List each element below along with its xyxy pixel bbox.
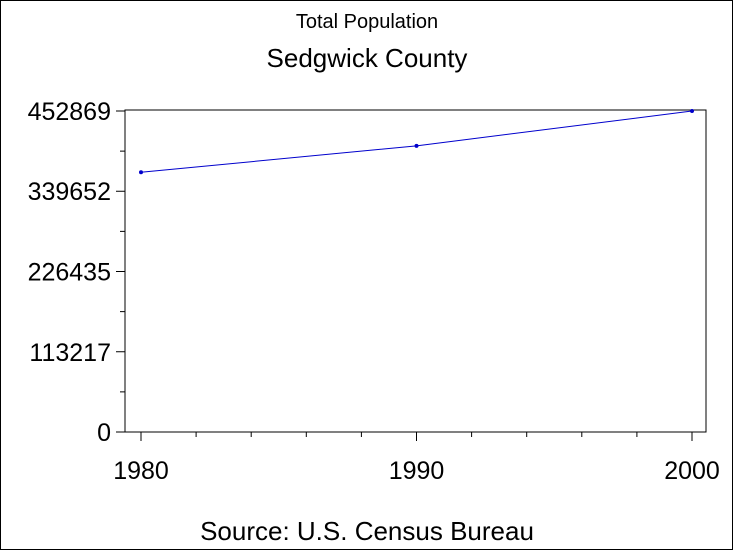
series-layer — [139, 109, 694, 175]
plot-area-frame — [124, 109, 707, 433]
series-line — [140, 110, 693, 173]
chart-subtitle: Total Population — [296, 11, 438, 33]
x-tick-label: 1990 — [389, 457, 445, 485]
y-tick-label: 339652 — [28, 178, 111, 206]
y-tick-label: 0 — [97, 419, 111, 447]
x-tick-label: 1980 — [113, 457, 169, 485]
y-tick-label: 226435 — [28, 258, 111, 286]
data-point — [414, 143, 419, 148]
y-tick-label: 452869 — [28, 98, 111, 126]
source-note: Source: U.S. Census Bureau — [200, 516, 534, 546]
y-axis: 0 113217 226435 339652 452869 — [28, 98, 125, 447]
x-tick-label: 2000 — [664, 457, 720, 485]
chart-title: Sedgwick County — [267, 43, 468, 73]
x-axis: 1980 1990 2000 — [113, 432, 720, 485]
data-point — [139, 170, 143, 175]
data-point — [690, 109, 694, 113]
y-tick-label: 113217 — [29, 339, 111, 367]
